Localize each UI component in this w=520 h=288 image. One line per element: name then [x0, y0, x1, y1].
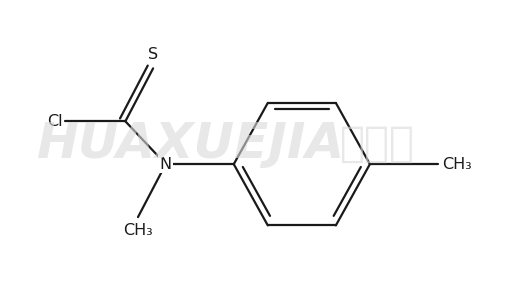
Text: Cl: Cl — [47, 114, 62, 129]
Text: CH₃: CH₃ — [442, 157, 472, 172]
Text: HUAXUEJIA: HUAXUEJIA — [37, 120, 345, 168]
Text: CH₃: CH₃ — [123, 223, 153, 238]
Text: S: S — [148, 47, 158, 62]
Text: 化学加: 化学加 — [340, 123, 415, 165]
Text: N: N — [160, 157, 172, 172]
